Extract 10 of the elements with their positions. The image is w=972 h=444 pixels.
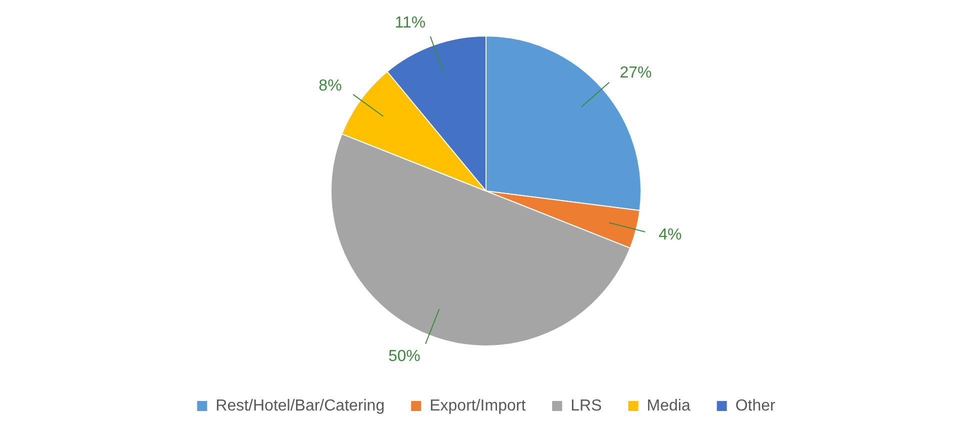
- data-label: 27%: [620, 64, 652, 82]
- legend-label: Media: [646, 397, 690, 414]
- legend-label: Rest/Hotel/Bar/Catering: [216, 397, 385, 414]
- data-label: 4%: [658, 226, 682, 244]
- data-label: 8%: [318, 78, 342, 95]
- legend-label: LRS: [570, 397, 602, 414]
- data-label: 11%: [394, 14, 426, 32]
- data-label: 50%: [388, 348, 420, 366]
- legend-label: Other: [735, 397, 776, 414]
- legend-label: Export/Import: [430, 397, 526, 414]
